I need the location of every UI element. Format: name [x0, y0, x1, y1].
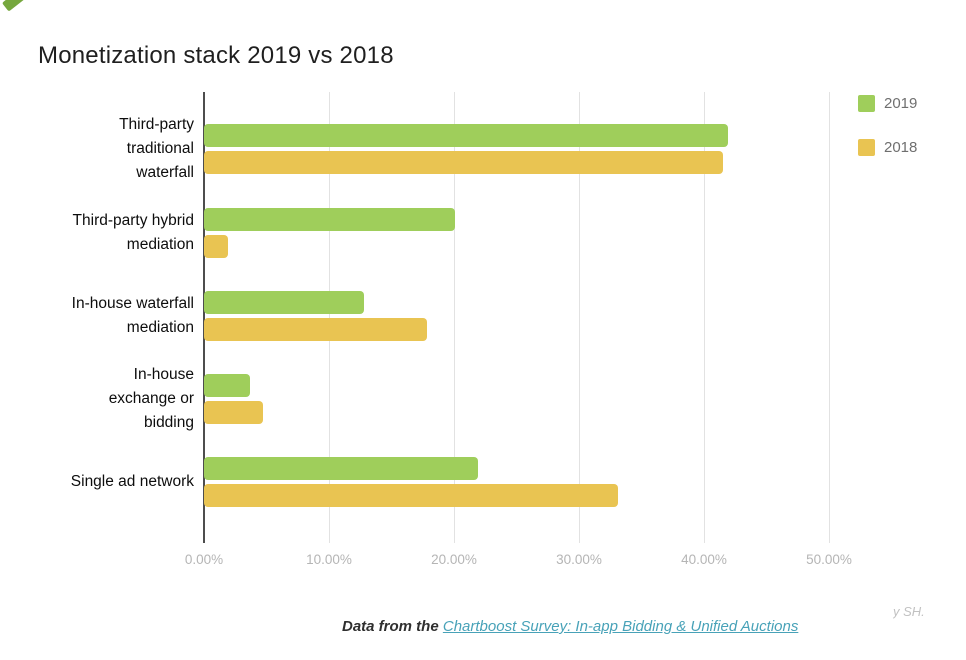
x-tick-label: 30.00% [556, 552, 602, 567]
bar-2018-4 [204, 401, 263, 424]
x-tick-label: 50.00% [806, 552, 852, 567]
bar-2019-3 [204, 291, 364, 314]
legend-swatch-2019 [858, 95, 875, 112]
footer-caption-text: Data from the [342, 618, 443, 635]
gridline [704, 92, 705, 543]
bar-2019-1 [204, 124, 728, 147]
bar-2018-5 [204, 484, 618, 507]
x-tick-label: 0.00% [184, 552, 224, 567]
legend-label-2019: 2019 [884, 95, 918, 112]
watermark-fragment: y SH. [893, 604, 925, 619]
legend: 2019 2018 [858, 95, 917, 183]
category-label: Third-party hybrid mediation [72, 212, 194, 253]
plot-area [203, 92, 830, 543]
category-label: Single ad network [70, 473, 194, 490]
bar-2019-2 [204, 208, 456, 231]
legend-item-2019: 2019 [858, 95, 917, 112]
axis-zero-line [203, 92, 205, 543]
chart-title: Monetization stack 2019 vs 2018 [38, 42, 394, 69]
bar-2019-4 [204, 374, 251, 397]
x-tick-label: 40.00% [681, 552, 727, 567]
category-label: In-house exchange or bidding [108, 366, 194, 431]
category-label: In-house waterfall mediation [71, 295, 194, 336]
gridline [579, 92, 580, 543]
footer-caption: Data from the Chartboost Survey: In-app … [342, 618, 798, 635]
bar-2018-1 [204, 151, 723, 174]
gridline [329, 92, 330, 543]
gridline [454, 92, 455, 543]
corner-artifact-mark [1, 0, 27, 12]
x-tick-label: 20.00% [431, 552, 477, 567]
x-tick-label: 10.00% [306, 552, 352, 567]
x-axis-labels: 0.00% 10.00% 20.00% 30.00% 40.00% 50.00% [185, 552, 852, 572]
legend-item-2018: 2018 [858, 139, 917, 156]
bar-2019-5 [204, 457, 478, 480]
bar-2018-2 [204, 235, 228, 258]
category-label: Third-party traditional waterfall [119, 116, 194, 181]
legend-swatch-2018 [858, 139, 875, 156]
legend-label-2018: 2018 [884, 139, 918, 156]
bar-2018-3 [204, 318, 427, 341]
gridline [829, 92, 830, 543]
footer-source-link[interactable]: Chartboost Survey: In-app Bidding & Unif… [442, 618, 799, 635]
